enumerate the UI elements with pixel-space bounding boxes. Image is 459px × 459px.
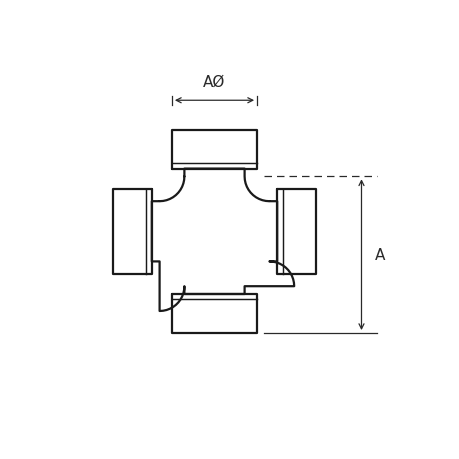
- Text: AØ: AØ: [203, 74, 225, 90]
- Text: A: A: [374, 248, 385, 263]
